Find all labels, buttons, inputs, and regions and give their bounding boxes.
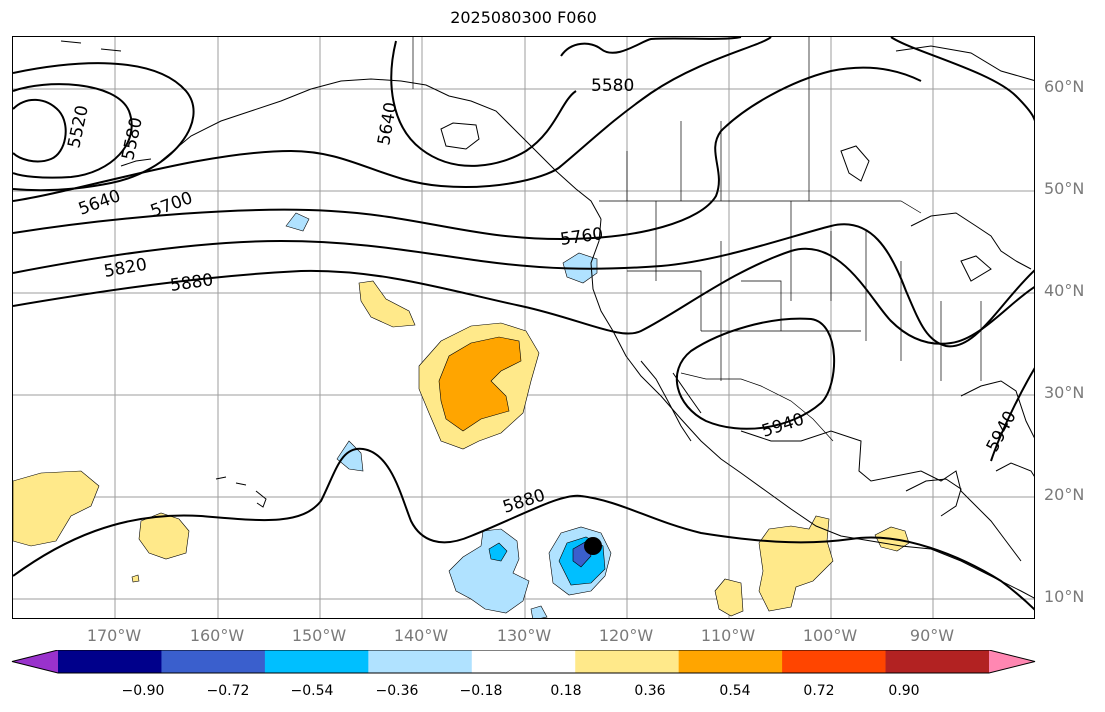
shade-blue-tiny	[530, 605, 548, 618]
lon-label-170w: 170°W	[86, 626, 142, 645]
contour-label-5580-n: 5580	[591, 76, 634, 96]
colorbar-tick-1: −0.90	[121, 683, 165, 699]
map-canvas: 5520 5580 5640 5580 5640 5700 5760 5820 …	[13, 37, 1034, 618]
contour-5760	[13, 66, 922, 241]
contour-5580-west	[13, 83, 133, 179]
contour-labels: 5520 5580 5640 5580 5640 5700 5760 5820 …	[64, 76, 1020, 518]
colorbar-segment	[368, 650, 473, 673]
shade-blue-south1	[448, 528, 530, 614]
lat-label-10: 10°N	[1044, 587, 1085, 606]
colorbar-segment	[471, 650, 576, 673]
map-frame: 5520 5580 5640 5580 5640 5700 5760 5820 …	[12, 36, 1035, 619]
colorbar-tick-5: −0.18	[459, 683, 503, 699]
shade-west-yellow	[13, 470, 100, 547]
colorbar-segment	[161, 650, 266, 673]
colorbar	[11, 650, 1036, 674]
lon-label-110w: 110°W	[700, 626, 756, 645]
lat-label-50: 50°N	[1044, 179, 1085, 198]
shade-hawaii-yellow	[138, 512, 190, 560]
colorbar-segment	[575, 650, 680, 673]
shade-blue-ne	[285, 212, 310, 232]
contour-5580-ne	[890, 37, 1034, 122]
contour-label-5640-n: 5640	[374, 101, 401, 147]
us-mexico-border	[680, 372, 834, 442]
colorbar-tick-2: −0.72	[206, 683, 250, 699]
colorbar-segment	[885, 650, 990, 673]
contour-label-5940-east: 5940	[983, 408, 1021, 456]
yucatan	[905, 478, 962, 517]
florida	[960, 380, 1034, 439]
hudson	[840, 45, 1034, 182]
height-contours	[13, 37, 1034, 611]
storm-center-marker	[584, 537, 602, 555]
na-westcoast	[590, 218, 1034, 599]
contour-label-5580-w: 5580	[118, 116, 147, 162]
graticule	[13, 37, 1034, 618]
hawaii	[215, 476, 267, 508]
contour-label-5880-n: 5880	[169, 270, 215, 296]
shade-yellow-dot	[131, 574, 140, 583]
contour-5820	[13, 223, 1034, 348]
colorbar-tick-6: 0.18	[550, 683, 582, 699]
canada-provinces	[626, 37, 810, 201]
contour-5940-east	[990, 367, 1034, 462]
colorbar-segment	[58, 650, 162, 673]
kodiak	[440, 122, 480, 150]
colorbar-tick-8: 0.54	[719, 683, 751, 699]
colorbar-tick-4: −0.36	[375, 683, 419, 699]
contour-5520	[13, 98, 67, 163]
baja	[640, 360, 702, 442]
lon-label-120w: 120°W	[598, 626, 654, 645]
contour-5880-south	[13, 447, 1034, 611]
lon-label-150w: 150°W	[291, 626, 347, 645]
state-lines	[627, 201, 982, 381]
lon-label-140w: 140°W	[393, 626, 449, 645]
lat-label-40: 40°N	[1044, 281, 1085, 300]
us-canada-border	[599, 200, 922, 214]
cuba	[995, 462, 1034, 477]
lon-label-90w: 90°W	[909, 626, 955, 645]
colorbar-segment	[678, 650, 783, 673]
contour-5640-north	[390, 40, 577, 167]
lat-label-60: 60°N	[1044, 77, 1085, 96]
coastlines	[60, 40, 1034, 599]
colorbar-segment	[782, 650, 887, 673]
colorbar-tick-9: 0.72	[803, 683, 835, 699]
contour-label-5760: 5760	[559, 224, 605, 250]
shade-yellow-mx1	[714, 578, 744, 617]
great-lakes	[910, 212, 1032, 282]
contour-label-5700: 5700	[148, 188, 195, 222]
colorbar-outline	[11, 650, 1036, 674]
colorbar-segment	[264, 650, 369, 673]
aleutians	[60, 40, 152, 167]
colorbar-extend-max	[989, 650, 1035, 673]
shade-orange-large	[438, 336, 522, 432]
contour-label-5820: 5820	[102, 255, 148, 282]
contour-5880-north	[13, 247, 1034, 345]
shade-yellow-mx2	[758, 515, 834, 612]
contour-label-5940-loop: 5940	[759, 409, 806, 441]
colorbar-tick-10: 0.90	[888, 683, 920, 699]
colorbar-tick-3: −0.54	[290, 683, 334, 699]
contour-5700	[13, 37, 772, 202]
colorbar-extend-min	[12, 650, 58, 673]
lon-label-130w: 130°W	[496, 626, 552, 645]
lat-label-30: 30°N	[1044, 383, 1085, 402]
contour-5940-loop	[675, 317, 836, 430]
alaska-coast	[160, 78, 602, 220]
shade-sky-south1	[488, 542, 508, 562]
shade-blue-mid	[336, 440, 364, 472]
contour-5640-west	[13, 62, 195, 192]
gulf-coast	[740, 430, 1022, 562]
contour-5580-north	[560, 37, 742, 57]
shade-yellow-small	[358, 280, 416, 328]
lon-label-160w: 160°W	[189, 626, 245, 645]
lon-label-100w: 100°W	[802, 626, 858, 645]
lat-label-20: 20°N	[1044, 485, 1085, 504]
contour-label-5520: 5520	[64, 104, 93, 150]
map-title: 2025080300 F060	[450, 8, 597, 27]
colorbar-tick-7: 0.36	[634, 683, 666, 699]
